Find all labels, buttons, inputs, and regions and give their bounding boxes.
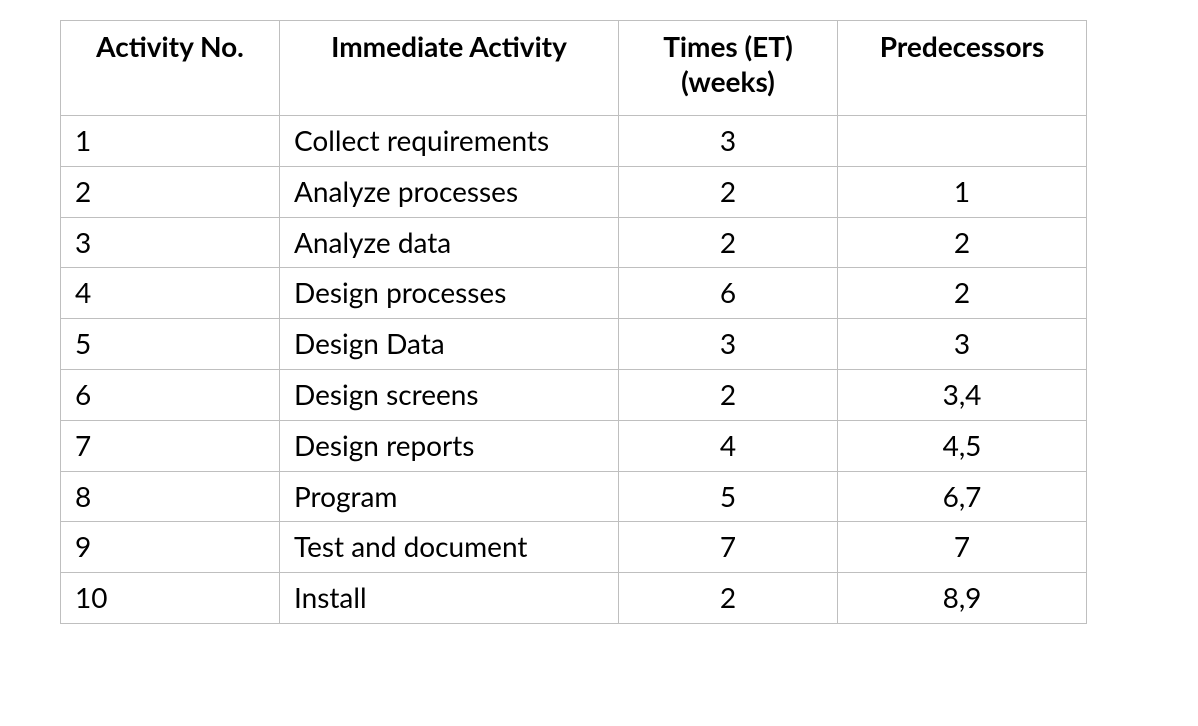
cell-predecessors: 3 [838,319,1087,370]
activity-table: Activity No. Immediate Activity Times (E… [60,20,1087,624]
cell-time: 6 [619,268,838,319]
cell-predecessors: 3,4 [838,369,1087,420]
cell-activity: Design screens [280,369,619,420]
table-body: 1 Collect requirements 3 2 Analyze proce… [61,116,1087,624]
cell-predecessors: 8,9 [838,573,1087,624]
cell-activity: Test and document [280,522,619,573]
cell-activity-no: 2 [61,166,280,217]
table-row: 2 Analyze processes 2 1 [61,166,1087,217]
cell-activity: Collect requirements [280,116,619,167]
table-row: 6 Design screens 2 3,4 [61,369,1087,420]
cell-activity: Design reports [280,420,619,471]
cell-activity: Analyze data [280,217,619,268]
cell-predecessors [838,116,1087,167]
col-header-immediate-act: Immediate Activity [280,21,619,116]
cell-time: 2 [619,217,838,268]
table-row: 5 Design Data 3 3 [61,319,1087,370]
table-row: 7 Design reports 4 4,5 [61,420,1087,471]
col-header-predecessors: Predecessors [838,21,1087,116]
cell-activity: Design Data [280,319,619,370]
cell-predecessors: 7 [838,522,1087,573]
table-row: 8 Program 5 6,7 [61,471,1087,522]
cell-activity-no: 9 [61,522,280,573]
cell-activity-no: 5 [61,319,280,370]
cell-time: 5 [619,471,838,522]
cell-time: 2 [619,166,838,217]
cell-activity-no: 8 [61,471,280,522]
table-header-row: Activity No. Immediate Activity Times (E… [61,21,1087,116]
cell-activity-no: 10 [61,573,280,624]
table-row: 4 Design processes 6 2 [61,268,1087,319]
cell-time: 2 [619,573,838,624]
cell-activity-no: 6 [61,369,280,420]
cell-activity: Design processes [280,268,619,319]
cell-activity: Install [280,573,619,624]
table-row: 10 Install 2 8,9 [61,573,1087,624]
cell-activity: Program [280,471,619,522]
cell-activity-no: 1 [61,116,280,167]
cell-activity-no: 7 [61,420,280,471]
table-container: Activity No. Immediate Activity Times (E… [20,20,1178,624]
cell-predecessors: 2 [838,217,1087,268]
table-row: 1 Collect requirements 3 [61,116,1087,167]
cell-activity-no: 4 [61,268,280,319]
cell-predecessors: 1 [838,166,1087,217]
cell-predecessors: 6,7 [838,471,1087,522]
cell-time: 3 [619,319,838,370]
col-header-activity-no: Activity No. [61,21,280,116]
cell-time: 7 [619,522,838,573]
table-row: 3 Analyze data 2 2 [61,217,1087,268]
table-row: 9 Test and document 7 7 [61,522,1087,573]
cell-predecessors: 4,5 [838,420,1087,471]
cell-activity-no: 3 [61,217,280,268]
cell-time: 3 [619,116,838,167]
col-header-times: Times (ET) (weeks) [619,21,838,116]
cell-time: 4 [619,420,838,471]
cell-predecessors: 2 [838,268,1087,319]
cell-activity: Analyze processes [280,166,619,217]
cell-time: 2 [619,369,838,420]
